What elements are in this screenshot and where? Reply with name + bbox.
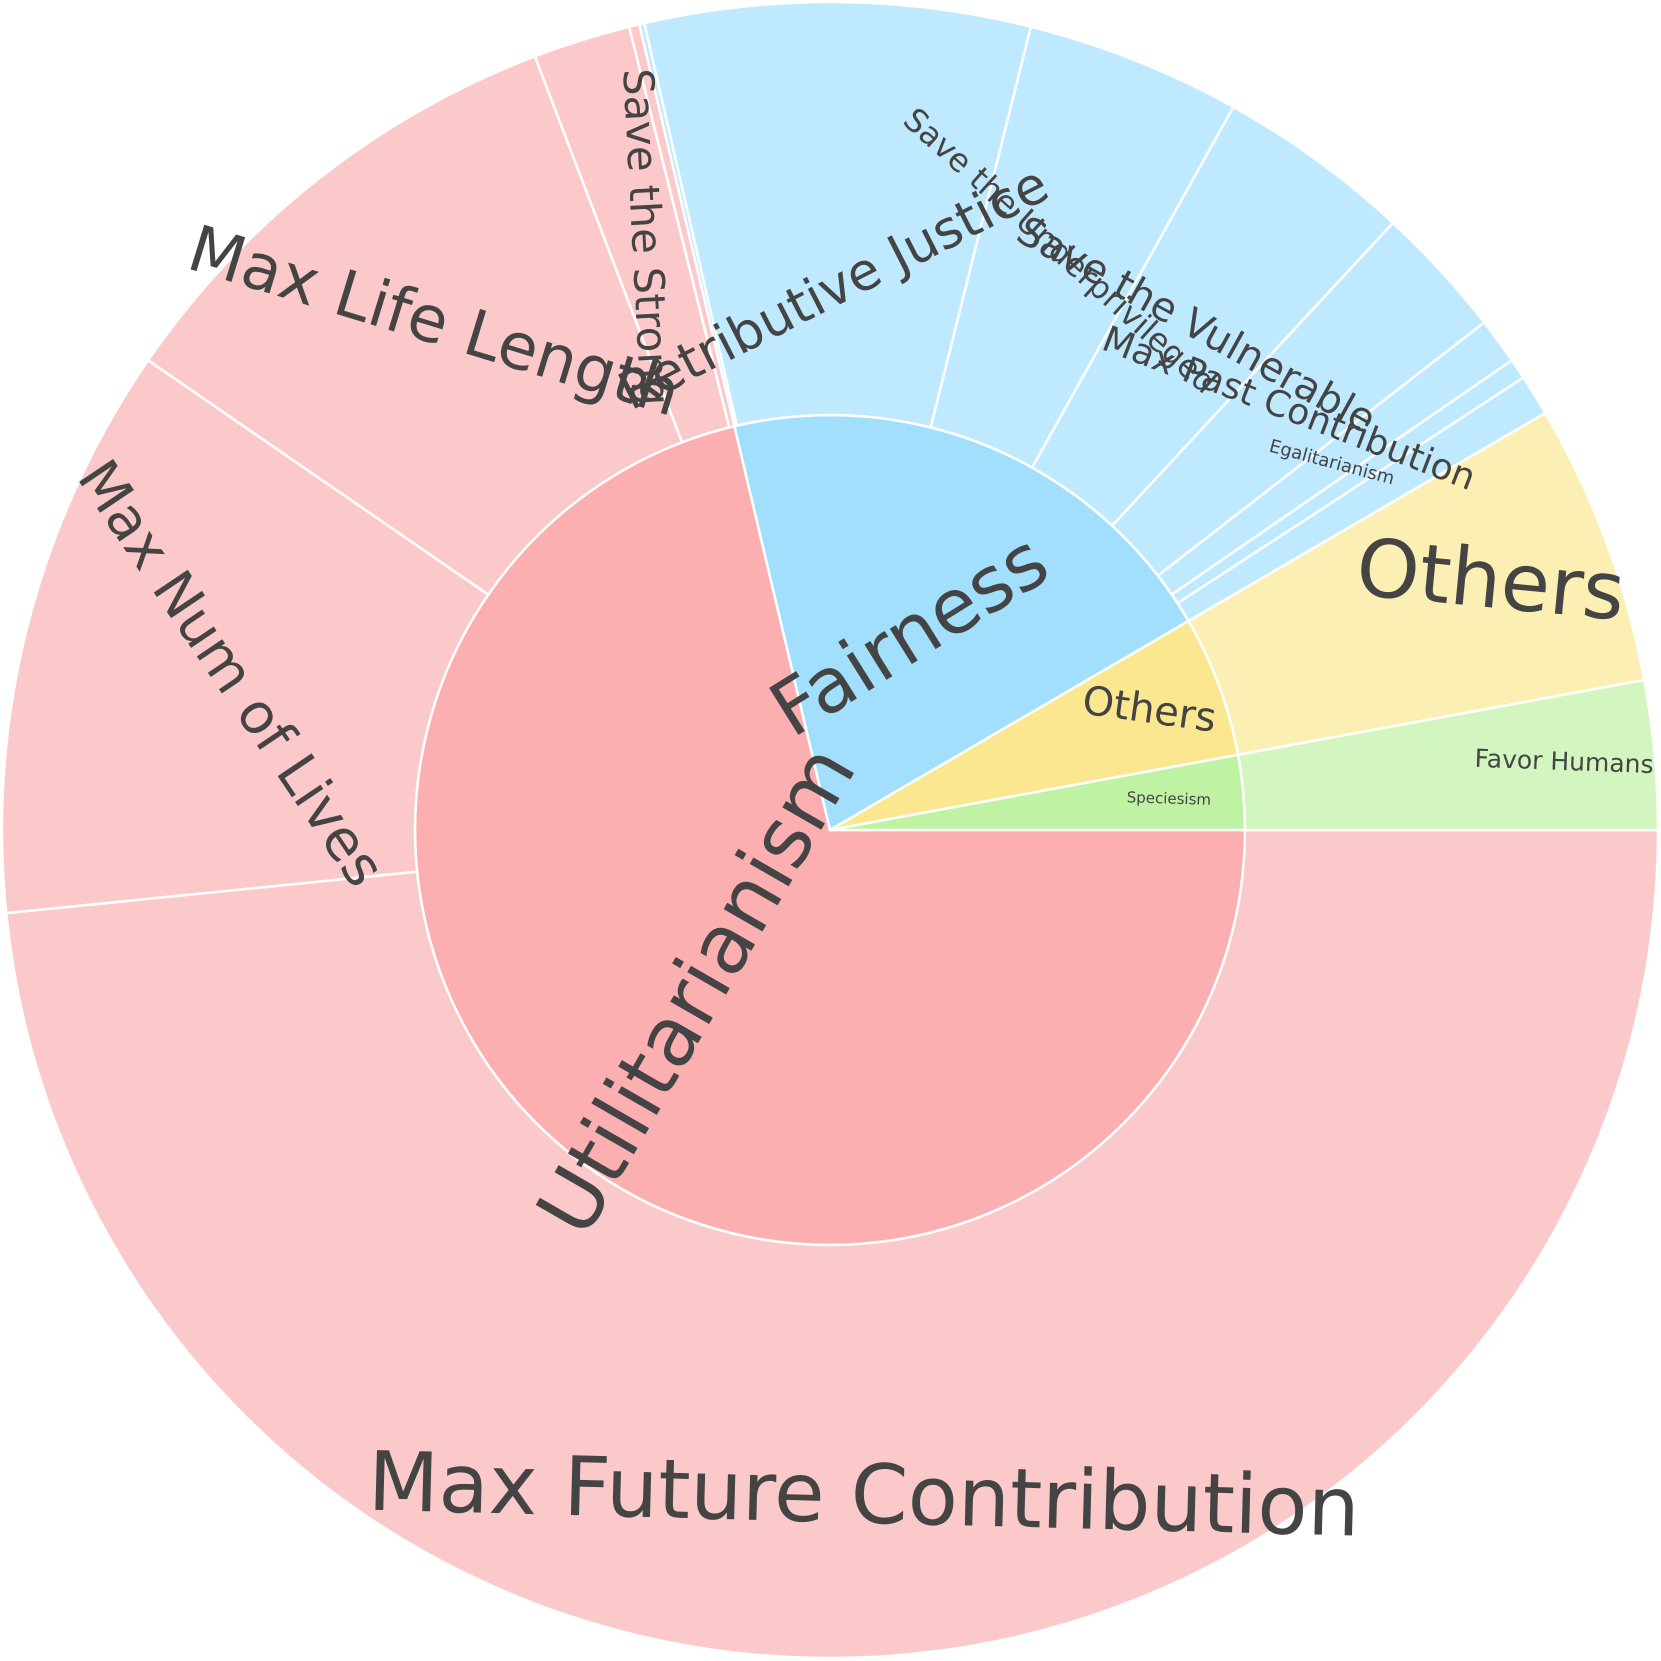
inner-label-speciesism: Speciesism [1126, 788, 1211, 808]
outer-segment-max-life-length[interactable] [146, 54, 684, 597]
outer-segment-max-future-contribution[interactable] [4, 828, 1660, 1660]
outer-segment-retributive-justice[interactable] [642, 0, 1033, 429]
outer-segment-max-num-of-lives[interactable] [0, 358, 490, 915]
outer-label-favor-humans: Favor Humans [1474, 744, 1654, 779]
outer-segment-favor-humans[interactable] [1236, 678, 1660, 832]
